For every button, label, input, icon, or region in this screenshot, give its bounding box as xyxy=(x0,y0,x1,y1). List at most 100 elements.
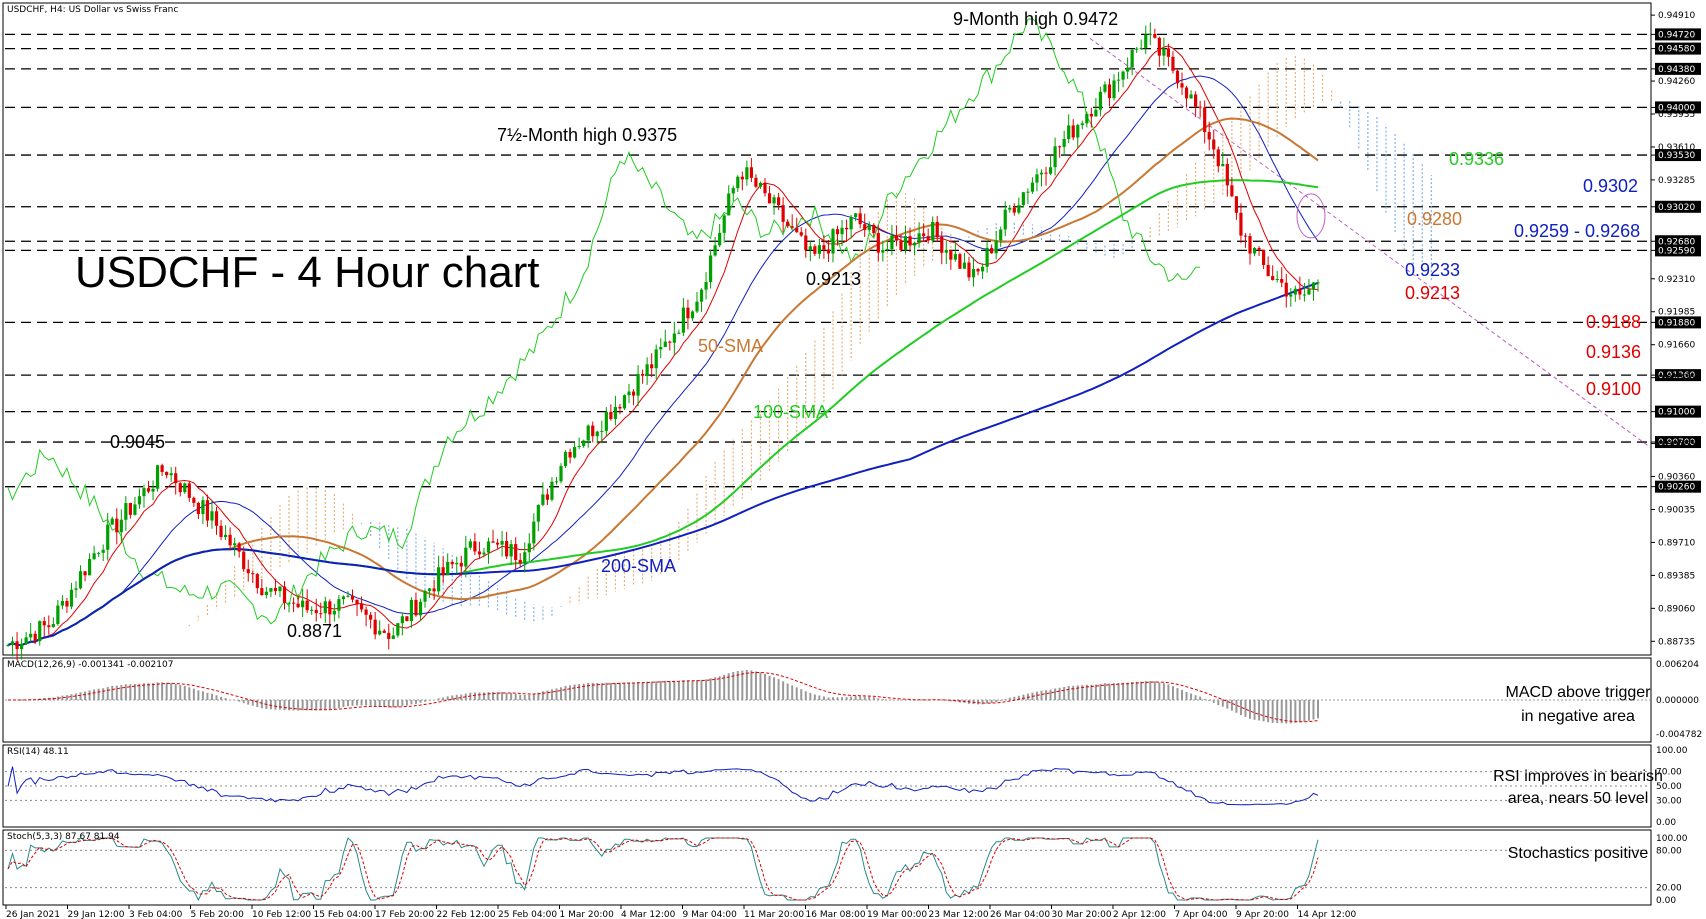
candle-body xyxy=(944,249,948,253)
price-tag-bg xyxy=(1655,480,1701,493)
time-tick-label: 16 Mar 08:00 xyxy=(806,910,866,919)
candle-body xyxy=(1148,33,1152,35)
candle-body xyxy=(446,561,450,576)
candle-body xyxy=(990,247,994,254)
candle-body xyxy=(613,406,618,419)
sma50-label: 50-SMA xyxy=(698,336,763,356)
price-tag-bg xyxy=(1655,101,1701,114)
resistance-9259-9268-label: 0.9259 - 0.9268 xyxy=(1514,221,1640,241)
candle-body xyxy=(582,440,586,446)
candle-body xyxy=(1289,294,1293,297)
candle-body xyxy=(6,645,10,647)
candle-body xyxy=(219,525,223,538)
candle-body xyxy=(500,541,504,545)
candle-body xyxy=(672,333,676,343)
candle-body xyxy=(600,430,604,432)
candle-body xyxy=(405,616,409,622)
candle-body xyxy=(464,547,468,567)
time-tick-label: 9 Apr 20:00 xyxy=(1236,910,1289,919)
candle-body xyxy=(174,473,178,484)
rsi-line xyxy=(7,766,1319,806)
candle-body xyxy=(1234,196,1239,213)
time-tick-label: 26 Mar 04:00 xyxy=(990,910,1050,919)
price-tag-bg xyxy=(1655,62,1701,75)
time-tick-label: 30 Mar 20:00 xyxy=(1052,910,1112,919)
price-tag-bg xyxy=(1655,244,1701,257)
price-tick-label: 0.91985 xyxy=(1658,308,1695,318)
candle-body xyxy=(518,559,522,564)
price-tick-label: 0.90700 xyxy=(1658,438,1695,448)
candle-body xyxy=(142,488,146,497)
macd-comment-1: MACD above trigger xyxy=(1506,684,1652,701)
candle-body xyxy=(1184,87,1189,99)
candle-body xyxy=(1298,288,1302,295)
candle-body xyxy=(1171,56,1175,71)
candle-body xyxy=(1126,67,1130,72)
candle-body xyxy=(573,447,577,458)
candle-body xyxy=(1162,48,1166,56)
candle-body xyxy=(654,349,658,369)
candle-body xyxy=(251,573,255,575)
candle-body xyxy=(622,395,627,409)
candle-body xyxy=(790,226,794,228)
candle-body xyxy=(1311,282,1316,290)
candle-body xyxy=(78,571,83,589)
candle-body xyxy=(505,541,509,557)
candle-body xyxy=(323,601,327,614)
time-tick-label: 9 Mar 04:00 xyxy=(683,910,738,919)
candle-body xyxy=(1175,70,1180,84)
candle-body xyxy=(414,599,418,616)
candle-body xyxy=(908,236,912,246)
candle-body xyxy=(1044,172,1048,174)
candle-body xyxy=(291,602,296,604)
candle-body xyxy=(713,245,717,256)
low-8871-label: 0.8871 xyxy=(287,621,342,641)
candle-body xyxy=(1189,94,1193,99)
candle-body xyxy=(160,465,164,472)
rsi-tick: 70.00 xyxy=(1656,768,1682,778)
time-tick-label: 19 Mar 00:00 xyxy=(867,910,927,919)
seven-half-month-high-label: 7½-Month high 0.9375 xyxy=(497,125,677,145)
candle-body xyxy=(681,307,685,333)
candle-body xyxy=(609,411,613,419)
candle-body xyxy=(1135,48,1139,50)
candle-body xyxy=(591,425,595,437)
candle-body xyxy=(699,289,704,302)
candle-body xyxy=(287,602,291,604)
candle-body xyxy=(106,524,110,550)
candle-body xyxy=(115,518,119,533)
candle-body xyxy=(69,589,74,607)
price-tag-bg xyxy=(1655,436,1701,449)
candle-body xyxy=(83,571,87,576)
candle-body xyxy=(804,235,808,250)
macd-signal-line xyxy=(8,672,1319,723)
candle-body xyxy=(409,599,414,622)
candle-body xyxy=(704,281,708,290)
resistance-9336-label: 0.9336 xyxy=(1449,149,1504,169)
rsi-panel xyxy=(2,744,1652,828)
candle-body xyxy=(1248,236,1252,254)
candle-body xyxy=(337,599,341,611)
candle-body xyxy=(1316,282,1320,284)
cross-marker xyxy=(1296,193,1326,239)
rsi-tick: 50.00 xyxy=(1656,782,1682,792)
candle-body xyxy=(74,588,78,590)
candle-body xyxy=(1089,113,1093,117)
candle-body xyxy=(165,471,169,476)
price-tick-label: 0.92590 xyxy=(1658,246,1695,256)
candle-body xyxy=(650,364,654,369)
support-9188-label: 0.9188 xyxy=(1586,312,1641,332)
candle-body xyxy=(196,502,200,515)
candle-body xyxy=(523,552,527,564)
candle-body xyxy=(1048,167,1053,174)
stoch-tick: 20.00 xyxy=(1656,884,1682,894)
candle-body xyxy=(844,227,849,230)
price-tick-label: 0.93610 xyxy=(1658,143,1695,153)
candle-body xyxy=(1039,172,1044,175)
candle-body xyxy=(922,233,926,237)
candle-body xyxy=(545,494,550,500)
candle-body xyxy=(1021,192,1025,206)
candle-body xyxy=(912,242,917,246)
candle-body xyxy=(1262,249,1266,265)
candle-body xyxy=(1198,106,1202,108)
